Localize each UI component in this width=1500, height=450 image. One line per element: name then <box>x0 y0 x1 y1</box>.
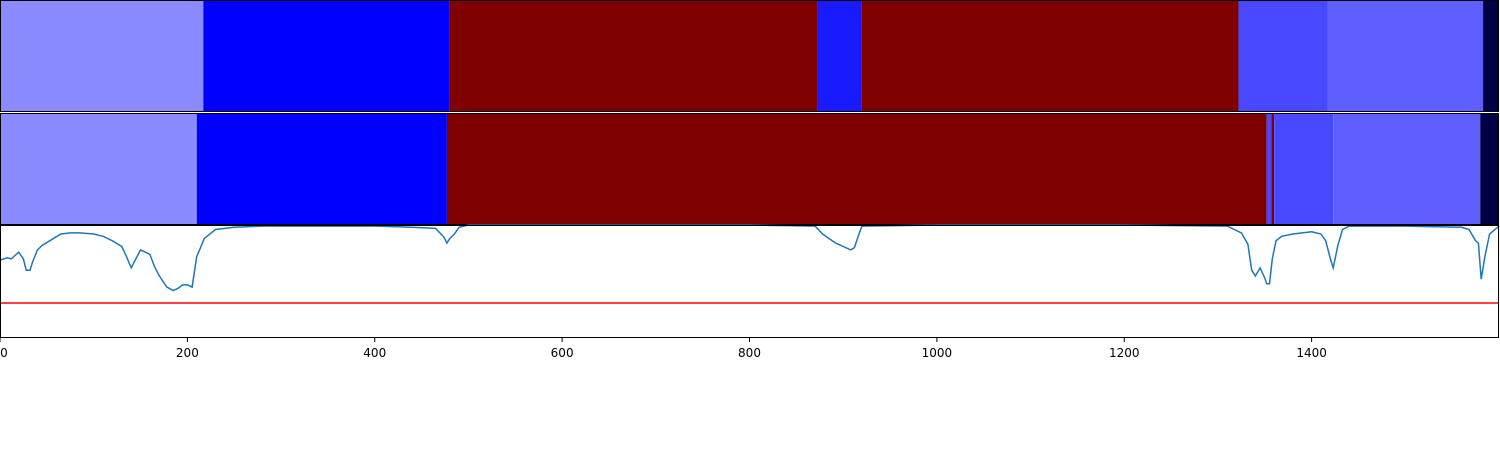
x-tick-label-5: 1000 <box>922 346 953 360</box>
panel-frame-1 <box>0 0 1499 112</box>
segment-1-0 <box>0 0 204 112</box>
x-tick-label-2: 400 <box>363 346 386 360</box>
x-tick-label-3: 600 <box>551 346 574 360</box>
segment-1-3 <box>817 0 862 112</box>
segment-2-7 <box>1480 113 1499 225</box>
x-tick-label-0: 0 <box>0 346 8 360</box>
segment-2-6 <box>1333 113 1481 225</box>
segment-2-3 <box>1266 113 1272 225</box>
segment-2-1 <box>196 113 447 225</box>
segment-1-4 <box>861 0 1239 112</box>
x-axis: 0 200 400 600 800 1000 1200 1400 <box>0 338 1327 360</box>
segment-1-6 <box>1327 0 1484 112</box>
line-panel <box>0 224 1500 338</box>
segment-1-5 <box>1238 0 1328 112</box>
segment-bar-middle <box>0 113 1499 225</box>
segment-2-2 <box>446 113 1267 225</box>
segment-2-0 <box>0 113 197 225</box>
x-tick-label-4: 800 <box>738 346 761 360</box>
segment-2-5 <box>1274 113 1334 225</box>
segment-2-4 <box>1271 113 1275 225</box>
series-line-0 <box>0 224 1500 292</box>
segment-1-7 <box>1483 0 1499 112</box>
panel-frame-3 <box>0 225 1499 338</box>
x-tick-label-6: 1200 <box>1109 346 1140 360</box>
x-tick-label-7: 1400 <box>1296 346 1327 360</box>
segment-1-1 <box>203 0 450 112</box>
x-tick-label-1: 200 <box>176 346 199 360</box>
segment-1-2 <box>449 0 818 112</box>
segment-bar-top <box>0 0 1499 112</box>
